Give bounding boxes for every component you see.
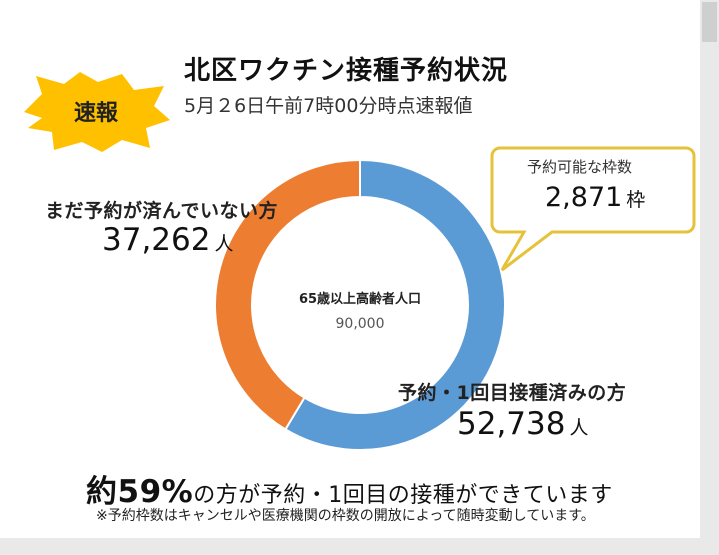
- page-subtitle: 5月２6日午前7時00分時点速報値: [184, 95, 473, 117]
- summary-text: 約59%の方が予約・1回目の接種ができています: [86, 466, 613, 511]
- slice-booked: [284, 158, 506, 451]
- not-booked-unit: 人: [214, 233, 234, 255]
- breaking-news-badge: 速報: [24, 72, 170, 152]
- badge-text: 速報: [74, 100, 119, 126]
- page-title: 北区ワクチン接種予約状況: [184, 56, 509, 86]
- footnote: ※予約枠数はキャンセルや医療機関の枠数の開放によって随時変動しています。: [96, 508, 595, 524]
- not-booked-number: 37,262: [102, 222, 211, 258]
- not-booked-label: まだ予約が済んでいない方: [45, 200, 279, 222]
- booked-number: 52,738: [457, 406, 566, 442]
- summary-percent: 59%: [117, 474, 194, 510]
- booked-unit: 人: [569, 417, 589, 439]
- callout-unit: 枠: [626, 189, 646, 211]
- callout-value: 2,871 枠: [545, 182, 645, 213]
- window-frame-right: [700, 0, 719, 555]
- available-slots-callout: [490, 146, 696, 272]
- summary-prefix: 約: [86, 474, 118, 510]
- center-total: 90,000: [335, 316, 385, 332]
- booked-label: 予約・1回目接種済みの方: [398, 382, 627, 404]
- window-frame-bottom: [0, 538, 719, 555]
- not-booked-value: 37,262 人: [102, 222, 234, 258]
- summary-rest: の方が予約・1回目の接種ができています: [193, 483, 613, 508]
- booked-value: 52,738 人: [457, 406, 589, 442]
- frame-handle: [702, 2, 717, 42]
- center-label: 65歳以上高齢者人口: [298, 292, 422, 307]
- badge-burst-shape: [24, 72, 170, 152]
- donut-chart: [214, 158, 506, 451]
- slice-not-booked: [214, 158, 361, 431]
- callout-label: 予約可能な枠数: [527, 158, 633, 176]
- callout-number: 2,871: [545, 182, 623, 213]
- callout-bubble: [490, 146, 696, 272]
